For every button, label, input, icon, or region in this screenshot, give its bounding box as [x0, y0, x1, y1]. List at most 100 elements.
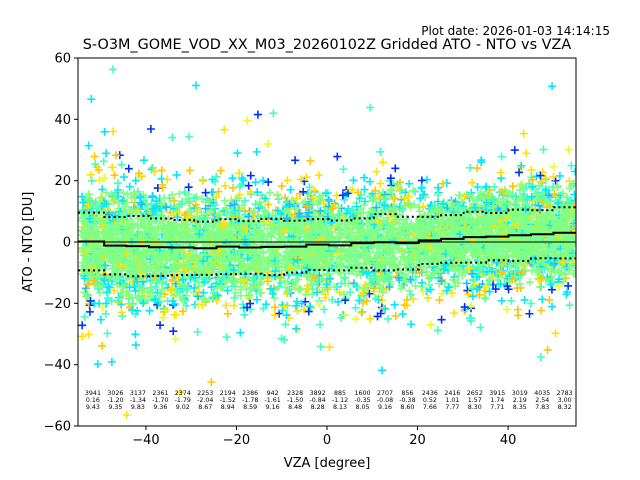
- scatter-point: [314, 277, 323, 286]
- scatter-point: [91, 280, 100, 289]
- scatter-point: [415, 241, 424, 250]
- scatter-point: [273, 190, 282, 199]
- scatter-point: [85, 214, 94, 223]
- scatter-point: [407, 276, 416, 285]
- scatter-point: [341, 311, 350, 320]
- scatter-point: [107, 190, 116, 199]
- scatter-point: [150, 167, 159, 176]
- scatter-point: [210, 200, 219, 209]
- scatter-point: [291, 156, 300, 165]
- scatter-point: [102, 248, 111, 257]
- scatter-point: [119, 189, 128, 198]
- scatter-point: [418, 287, 427, 296]
- scatter-point: [281, 193, 290, 202]
- scatter-point: [94, 165, 103, 174]
- scatter-point: [405, 287, 414, 296]
- scatter-point: [202, 236, 211, 245]
- scatter-point: [109, 127, 118, 136]
- scatter-point: [251, 250, 260, 259]
- scatter-point: [78, 192, 87, 201]
- scatter-point: [133, 306, 142, 315]
- scatter-point: [257, 191, 266, 200]
- scatter-point: [302, 173, 311, 182]
- scatter-point: [151, 206, 160, 215]
- scatter-point: [426, 285, 435, 294]
- scatter-point: [435, 295, 444, 304]
- scatter-point: [381, 194, 390, 203]
- scatter-point: [406, 275, 415, 284]
- scatter-point: [230, 293, 239, 302]
- scatter-point: [539, 145, 548, 154]
- scatter-point: [354, 258, 363, 267]
- scatter-point: [220, 196, 229, 205]
- scatter-point: [357, 250, 366, 259]
- scatter-point: [325, 274, 334, 283]
- scatter-point: [78, 332, 87, 341]
- scatter-point: [184, 183, 193, 192]
- scatter-point: [308, 229, 317, 238]
- scatter-point: [85, 197, 94, 206]
- scatter-point: [272, 259, 281, 268]
- scatter-point: [431, 249, 440, 258]
- scatter-point: [203, 252, 212, 261]
- scatter-point: [419, 254, 428, 263]
- scatter-point: [131, 330, 140, 339]
- scatter-point: [122, 249, 131, 258]
- scatter-point: [306, 302, 315, 311]
- scatter-point: [138, 266, 147, 275]
- scatter-point: [377, 222, 386, 231]
- scatter-point: [171, 335, 180, 344]
- scatter-point: [171, 290, 180, 299]
- scatter-point: [376, 147, 385, 156]
- scatter-point: [235, 190, 244, 199]
- scatter-point: [241, 196, 250, 205]
- scatter-point: [387, 220, 396, 229]
- scatter-point: [379, 303, 388, 312]
- scatter-point: [90, 152, 99, 161]
- scatter-point: [194, 230, 203, 239]
- scatter-point: [322, 280, 331, 289]
- scatter-point: [226, 201, 235, 210]
- scatter-point: [348, 224, 357, 233]
- scatter-point: [370, 256, 379, 265]
- scatter-point: [465, 163, 474, 172]
- scatter-point: [429, 256, 438, 265]
- scatter-point: [96, 315, 105, 324]
- scatter-point: [321, 262, 330, 271]
- scatter-point: [105, 221, 114, 230]
- scatter-point: [88, 226, 97, 235]
- scatter-point: [404, 248, 413, 257]
- scatter-point: [383, 314, 392, 323]
- scatter-point: [334, 297, 343, 306]
- scatter-point: [359, 201, 368, 210]
- scatter-point: [280, 335, 289, 344]
- scatter-point: [360, 284, 369, 293]
- scatter-point: [191, 273, 200, 282]
- scatter-point: [169, 262, 178, 271]
- scatter-point: [381, 247, 390, 256]
- scatter-point: [84, 190, 93, 199]
- scatter-point: [263, 277, 272, 286]
- scatter-point: [297, 175, 306, 184]
- scatter-point: [374, 226, 383, 235]
- scatter-point: [397, 247, 406, 256]
- scatter-point: [266, 284, 275, 293]
- scatter-point: [141, 251, 150, 260]
- scatter-point: [238, 300, 247, 309]
- scatter-point: [191, 200, 200, 209]
- scatter-point: [84, 330, 93, 339]
- scatter-point: [303, 212, 312, 221]
- scatter-point: [169, 327, 178, 336]
- scatter-point: [216, 283, 225, 292]
- scatter-point: [263, 230, 272, 239]
- scatter-point: [283, 277, 292, 286]
- scatter-point: [380, 200, 389, 209]
- scatter-point: [122, 198, 131, 207]
- scatter-point: [118, 197, 127, 206]
- scatter-point: [419, 190, 428, 199]
- scatter-point: [387, 244, 396, 253]
- scatter-point: [201, 296, 210, 305]
- scatter-point: [314, 196, 323, 205]
- scatter-point: [259, 264, 268, 273]
- scatter-point: [304, 246, 313, 255]
